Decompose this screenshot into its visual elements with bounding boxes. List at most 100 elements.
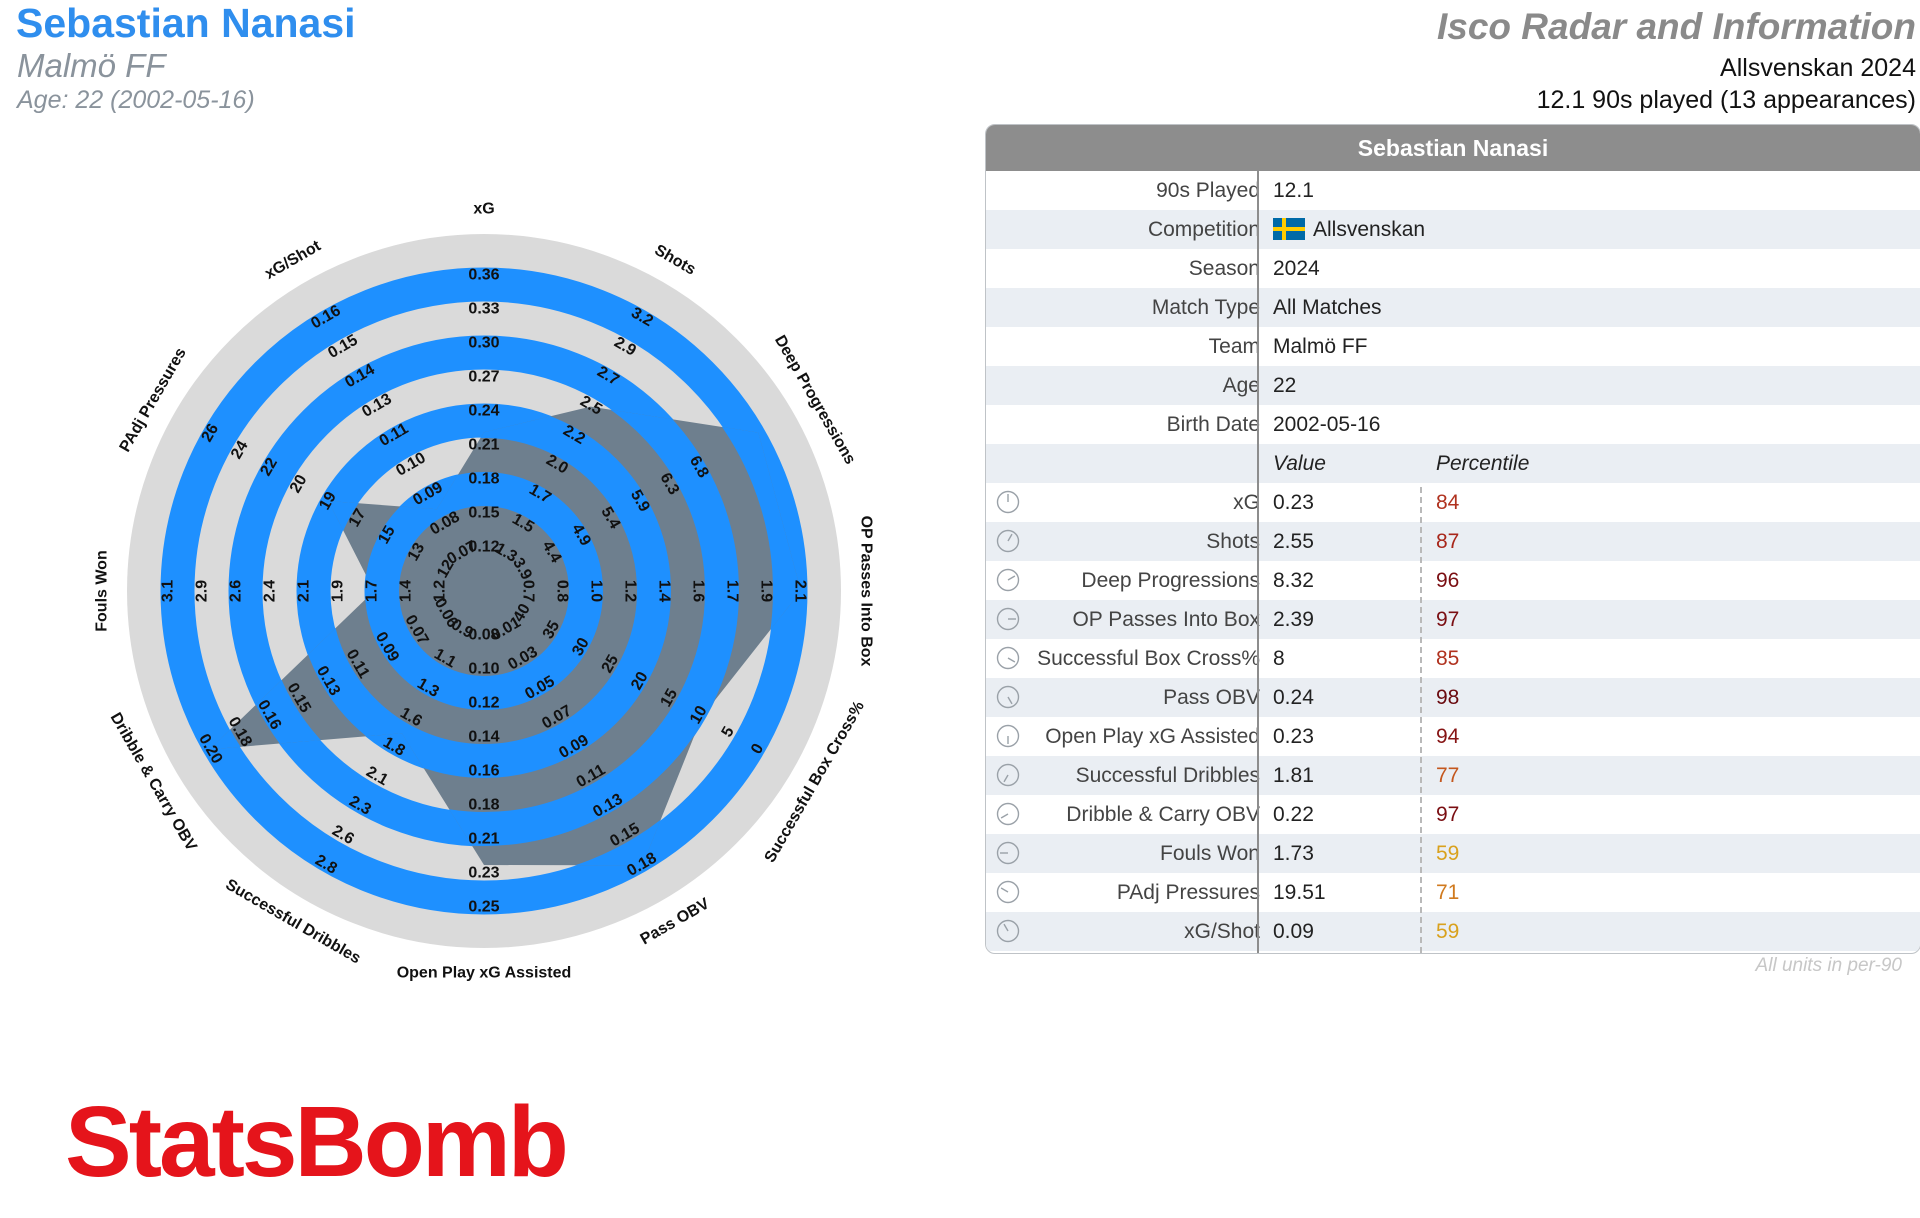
info-label: Age	[1222, 374, 1260, 397]
info-value-text: 2024	[1273, 257, 1320, 280]
metric-percentile: 84	[1436, 491, 1460, 514]
tick-label: 0.14	[468, 729, 499, 746]
radar-outer-edge	[123, 230, 845, 952]
axis-label: OP Passes Into Box	[858, 516, 875, 667]
info-value-text: 12.1	[1273, 179, 1314, 202]
tick-label: 0.10	[468, 661, 499, 678]
tick-label: 2.9	[194, 580, 211, 602]
metric-value: 0.22	[1273, 803, 1314, 826]
info-row: Match Type All Matches	[986, 288, 1920, 327]
tick-label: 26	[198, 421, 222, 445]
tick-label: 1.2	[432, 580, 449, 602]
metric-value: 2.55	[1273, 530, 1314, 553]
metric-label: Dribble & Carry OBV	[1066, 803, 1260, 826]
tick-label: 1.4	[656, 580, 673, 602]
tick-label: 0.15	[468, 505, 499, 522]
tick-label: 0.30	[468, 335, 499, 352]
metric-value: 0.24	[1273, 686, 1314, 709]
axis-label: xG	[473, 201, 494, 218]
tick-label: 0.25	[468, 899, 499, 916]
metric-row: xG/Shot 0.09 59	[986, 912, 1920, 951]
metric-value: 2.39	[1273, 608, 1314, 631]
tick-label: 1.0	[588, 580, 605, 602]
tick-label: 15	[657, 686, 681, 710]
info-value: 12.1	[1273, 171, 1314, 210]
clock-icon	[996, 919, 1020, 943]
tick-label: 2.1	[792, 580, 809, 602]
info-label: Season	[1188, 257, 1260, 280]
radar-polygon-band	[365, 472, 603, 710]
sweden-flag-icon	[1273, 214, 1305, 240]
metric-label: Successful Dribbles	[1075, 764, 1260, 787]
clock-icon	[996, 802, 1020, 826]
metric-label: Pass OBV	[1163, 686, 1260, 709]
tick-label: 1.4	[398, 580, 415, 602]
metric-percentile: 97	[1436, 608, 1460, 631]
clock-icon	[996, 880, 1020, 904]
metric-value: 0.09	[1273, 920, 1314, 943]
tick-label: 24	[228, 438, 252, 462]
info-value-text: 22	[1273, 374, 1297, 397]
tick-label: 15	[375, 523, 399, 547]
clock-icon	[996, 607, 1020, 631]
tick-label: 0.21	[468, 831, 499, 848]
info-row: Age 22	[986, 366, 1920, 405]
clock-icon	[996, 724, 1020, 748]
played-summary: 12.1 90s played (13 appearances)	[1536, 86, 1916, 114]
info-value-text: Allsvenskan	[1313, 218, 1426, 241]
metric-value: 0.23	[1273, 725, 1314, 748]
tick-label: 0.08	[468, 627, 499, 644]
clock-icon	[996, 490, 1020, 514]
info-table: Sebastian Nanasi 90s Played 12.1 Competiti…	[985, 124, 1920, 954]
radar-polygon-band	[209, 406, 801, 866]
metric-value: 8	[1273, 647, 1285, 670]
metric-value: 8.32	[1273, 569, 1314, 592]
tick-label: 20	[628, 669, 652, 693]
info-value: 2024	[1273, 249, 1320, 288]
info-row: 90s Played 12.1	[986, 171, 1920, 210]
clock-icon	[996, 763, 1020, 787]
tick-label: 12	[434, 557, 458, 581]
tick-label: 0.24	[468, 403, 499, 420]
metric-row: Successful Box Cross% 8 85	[986, 639, 1920, 678]
player-name: Sebastian Nanasi	[16, 0, 356, 46]
metric-row: Shots 2.55 87	[986, 522, 1920, 561]
tick-label: 3.1	[160, 580, 177, 602]
info-label: Birth Date	[1166, 413, 1260, 436]
metric-label: OP Passes Into Box	[1072, 608, 1260, 631]
tick-label: 0.16	[468, 763, 499, 780]
metric-percentile: 87	[1436, 530, 1460, 553]
tick-label: 0.8	[554, 580, 571, 602]
clock-icon	[996, 685, 1020, 709]
tick-label: 10	[687, 703, 711, 727]
info-value-text: 2002-05-16	[1273, 413, 1381, 436]
clock-icon	[996, 841, 1020, 865]
axis-label: Shots	[652, 242, 699, 279]
info-value: Malmö FF	[1273, 327, 1368, 366]
info-label: Competition	[1147, 218, 1260, 241]
radar-chart: 0.12 0.15 0.18 0.21 0.24 0.27 0.30 0.33 0.36 xG 1.…	[94, 201, 875, 982]
tick-label: 0.27	[468, 369, 499, 386]
info-value: 22	[1273, 366, 1296, 405]
tick-label: 1.2	[622, 580, 639, 602]
info-value-text: Malmö FF	[1273, 335, 1368, 358]
percentile-column-header: Percentile	[1436, 452, 1530, 475]
tick-label: 1.7	[724, 580, 741, 602]
tick-label: 22	[257, 455, 281, 479]
info-row: Team Malmö FF	[986, 327, 1920, 366]
tick-label: 17	[346, 506, 370, 530]
axis-label: Open Play xG Assisted	[397, 965, 572, 982]
tick-label: 2.6	[228, 580, 245, 602]
info-value-text: All Matches	[1273, 296, 1382, 319]
radar-ring	[126, 233, 842, 949]
metric-label: Deep Progressions	[1081, 569, 1260, 592]
metric-label: PAdj Pressures	[1116, 881, 1260, 904]
tick-label: 13	[405, 540, 429, 564]
metric-value: 0.23	[1273, 491, 1314, 514]
metric-percentile: 71	[1436, 881, 1460, 904]
info-row: Competition Allsvenskan	[986, 210, 1920, 249]
statsbomb-logo: StatsBomb	[65, 1086, 569, 1198]
metric-row: PAdj Pressures 19.51 71	[986, 873, 1920, 912]
metric-label: xG	[1233, 491, 1260, 514]
player-team: Malmö FF	[17, 47, 166, 84]
